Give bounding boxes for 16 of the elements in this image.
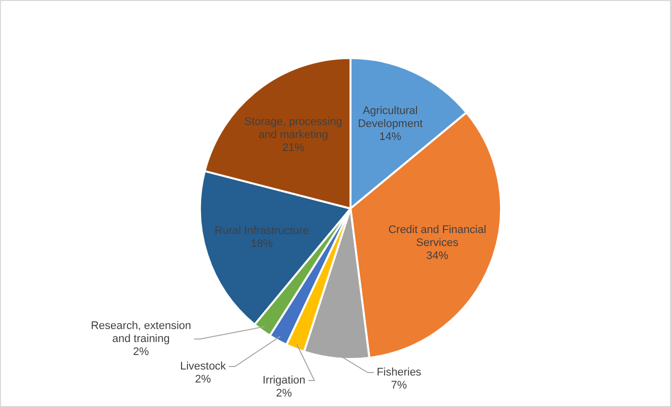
data-label: 7% (391, 380, 408, 392)
data-label: 14% (379, 131, 402, 144)
data-label: 21% (282, 142, 305, 154)
data-label: 2% (195, 374, 212, 386)
data-label: 2% (133, 346, 150, 358)
slice-label: Fisheries (376, 366, 422, 379)
slice-label: Agricultural Development (358, 105, 423, 130)
slice-label: Livestock (180, 360, 226, 373)
slice-label: Storage, processing and marketing (244, 116, 342, 141)
data-label: 2% (276, 388, 292, 400)
slice-label: Credit and Financial Services (388, 224, 486, 249)
slice-label: Irrigation (262, 374, 306, 387)
data-label: 34% (426, 250, 448, 262)
data-label: 18% (250, 238, 273, 250)
slice-label: Research, extension and training (90, 320, 192, 346)
slice-label: Rural Infrastructure (214, 224, 309, 237)
